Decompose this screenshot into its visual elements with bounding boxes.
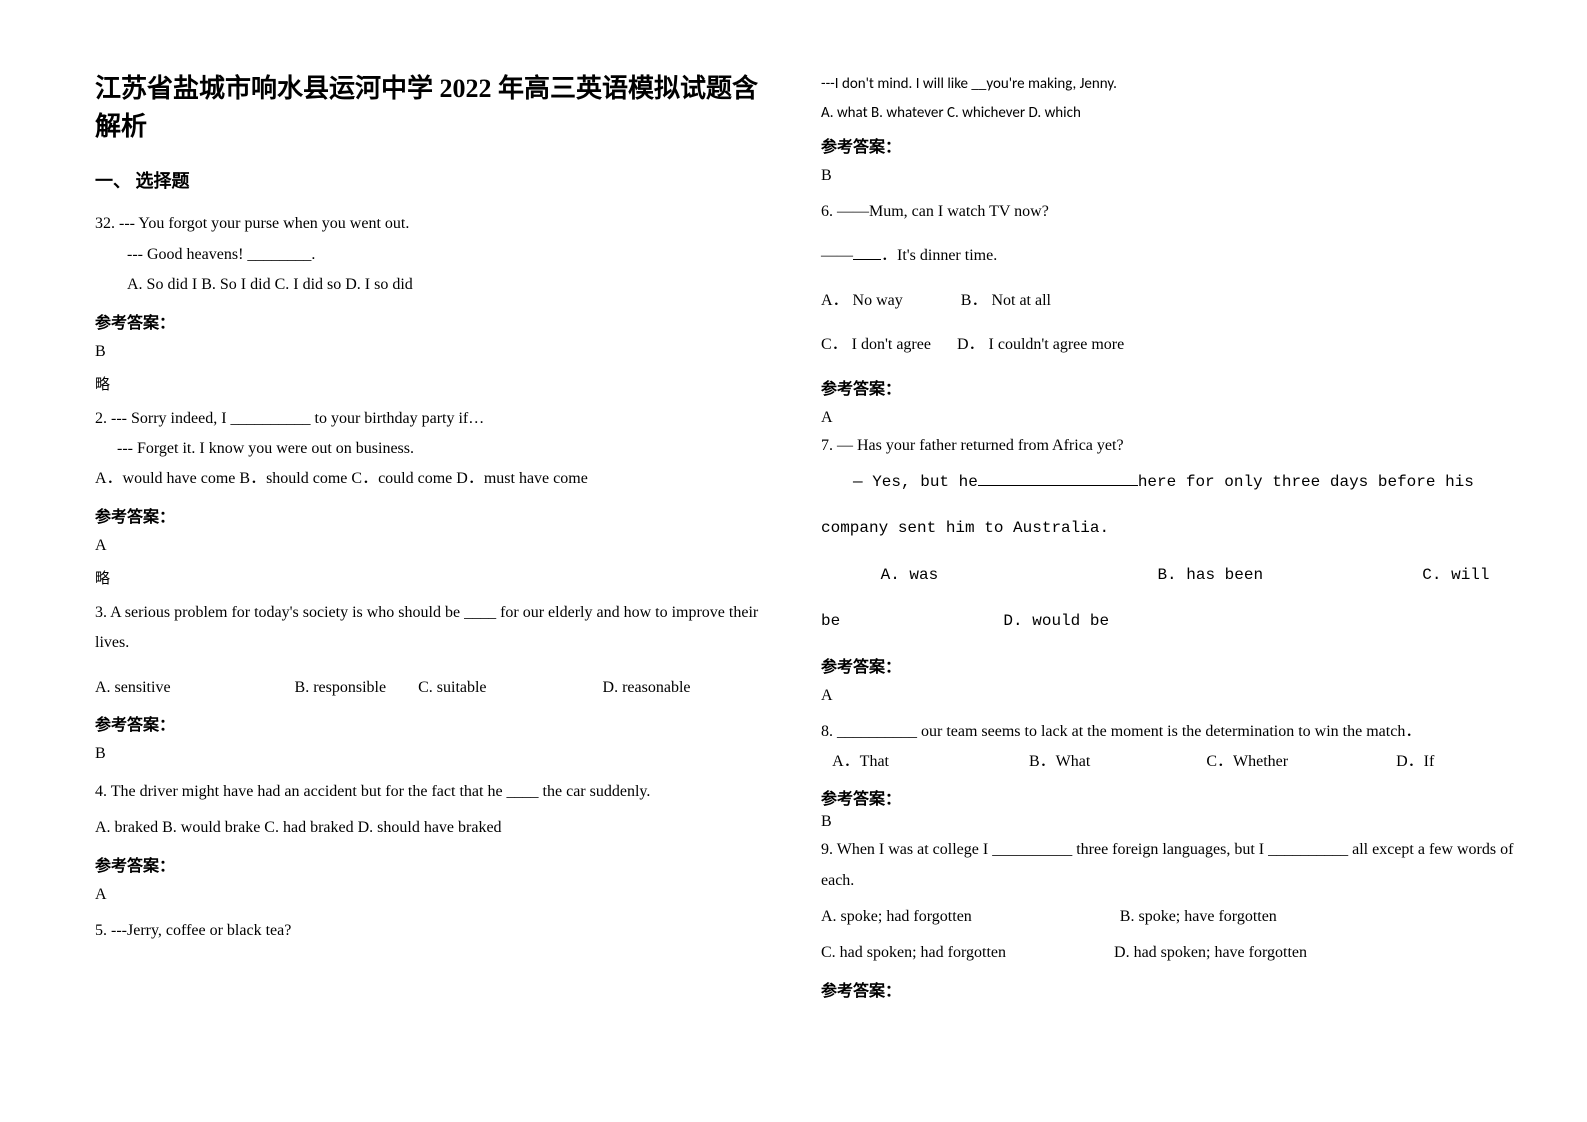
q32-line1: 32. --- You forgot your purse when you w…	[95, 209, 771, 239]
answer-label: 参考答案：	[821, 375, 1527, 399]
q2-options: A．would have come B．should come C．could …	[95, 464, 771, 494]
q6-line1: 6. ——Mum, can I watch TV now?	[821, 197, 1527, 227]
blank-underline	[853, 244, 881, 260]
answer-label: 参考答案：	[95, 309, 771, 333]
q5-line2: ---I don't mind. I will like __you're ma…	[821, 70, 1527, 99]
q7-options-row1: A. was B. has been C. will	[821, 560, 1527, 590]
q5-answer: B	[821, 167, 1527, 185]
q9-optB: B. spoke; have forgotten	[1120, 908, 1277, 925]
left-column: 江苏省盐城市响水县运河中学 2022 年高三英语模拟试题含解析 一、 选择题 3…	[95, 70, 811, 1082]
question-4: 4. The driver might have had an accident…	[95, 777, 771, 844]
q7-optA: A. was	[881, 566, 939, 584]
document-title: 江苏省盐城市响水县运河中学 2022 年高三英语模拟试题含解析	[95, 70, 771, 145]
q6-line2-pre: ——	[821, 247, 853, 264]
q6-options-row2: C． I don't agree D． I couldn't agree mor…	[821, 330, 1527, 360]
question-8: 8. __________ our team seems to lack at …	[821, 717, 1527, 778]
blank-underline	[978, 470, 1138, 486]
question-3: 3. A serious problem for today's society…	[95, 598, 771, 703]
q7-answer: A	[821, 687, 1527, 705]
q9-line1: 9. When I was at college I __________ th…	[821, 835, 1527, 896]
q5-options: A. what B. whatever C. whichever D. whic…	[821, 99, 1527, 128]
q9-optD: D. had spoken; have forgotten	[1114, 944, 1307, 961]
section-heading: 一、 选择题	[95, 167, 771, 193]
q5-line1: 5. ---Jerry, coffee or black tea?	[95, 916, 771, 946]
q9-optA: A. spoke; had forgotten	[821, 908, 972, 925]
q6-line2-post: ．It's dinner time.	[881, 247, 997, 264]
q7-optB: B. has been	[1157, 566, 1263, 584]
q8-line1: 8. __________ our team seems to lack at …	[821, 717, 1527, 747]
q3-line1: 3. A serious problem for today's society…	[95, 598, 771, 659]
q8-options: A．That B．What C．Whether D．If	[821, 747, 1527, 777]
q4-answer: A	[95, 886, 771, 904]
q32-options: A. So did I B. So I did C. I did so D. I…	[95, 270, 771, 300]
q7-optC: C. will	[1422, 566, 1489, 584]
q4-line1: 4. The driver might have had an accident…	[95, 777, 771, 807]
answer-label: 参考答案：	[821, 653, 1527, 677]
exam-page: 江苏省盐城市响水县运河中学 2022 年高三英语模拟试题含解析 一、 选择题 3…	[0, 0, 1587, 1122]
q2-line2: --- Forget it. I know you were out on bu…	[95, 434, 771, 464]
q32-note: 略	[95, 373, 771, 394]
answer-label: 参考答案：	[95, 852, 771, 876]
q7-line1: 7. — Has your father returned from Afric…	[821, 431, 1527, 461]
answer-label: 参考答案：	[821, 785, 1527, 809]
right-column: ---I don't mind. I will like __you're ma…	[811, 70, 1527, 1082]
question-32: 32. --- You forgot your purse when you w…	[95, 209, 771, 300]
q7-line2: — Yes, but he here for only three days be…	[821, 467, 1527, 497]
answer-label: 参考答案：	[821, 977, 1527, 1001]
q9-options-row2: C. had spoken; had forgotten D. had spok…	[821, 938, 1527, 968]
q6-options-row1: A． No way B． Not at all	[821, 286, 1527, 316]
q7-line2a: — Yes, but he	[853, 473, 978, 491]
q9-options-row1: A. spoke; had forgotten B. spoke; have f…	[821, 902, 1527, 932]
answer-label: 参考答案：	[95, 711, 771, 735]
q32-answer: B	[95, 343, 771, 361]
q8-answer: B	[821, 813, 1527, 831]
q6-optA: A． No way	[821, 292, 903, 309]
q6-optC: C． I don't agree	[821, 336, 931, 353]
question-2: 2. --- Sorry indeed, I __________ to you…	[95, 404, 771, 495]
q7-line3: company sent him to Australia.	[821, 513, 1527, 543]
question-7: 7. — Has your father returned from Afric…	[821, 431, 1527, 637]
q2-line1: 2. --- Sorry indeed, I __________ to you…	[95, 404, 771, 434]
q6-optB: B． Not at all	[961, 292, 1051, 309]
answer-label: 参考答案：	[821, 133, 1527, 157]
q32-line2: --- Good heavens! ________.	[95, 240, 771, 270]
question-9: 9. When I was at college I __________ th…	[821, 835, 1527, 969]
q4-options: A. braked B. would brake C. had braked D…	[95, 813, 771, 843]
q3-options: A. sensitive B. responsible C. suitable …	[95, 673, 771, 703]
q6-optD: D． I couldn't agree more	[957, 336, 1124, 353]
q2-note: 略	[95, 567, 771, 588]
q3-answer: B	[95, 745, 771, 763]
q6-answer: A	[821, 409, 1527, 427]
q7-line2b: here for only three days before his	[1138, 473, 1474, 491]
q9-optC: C. had spoken; had forgotten	[821, 944, 1006, 961]
q2-answer: A	[95, 537, 771, 555]
q7-options-row2: be D. would be	[821, 606, 1527, 636]
q6-line2: —— ．It's dinner time.	[821, 241, 1527, 271]
question-6: 6. ——Mum, can I watch TV now? —— ．It's di…	[821, 197, 1527, 361]
answer-label: 参考答案：	[95, 503, 771, 527]
